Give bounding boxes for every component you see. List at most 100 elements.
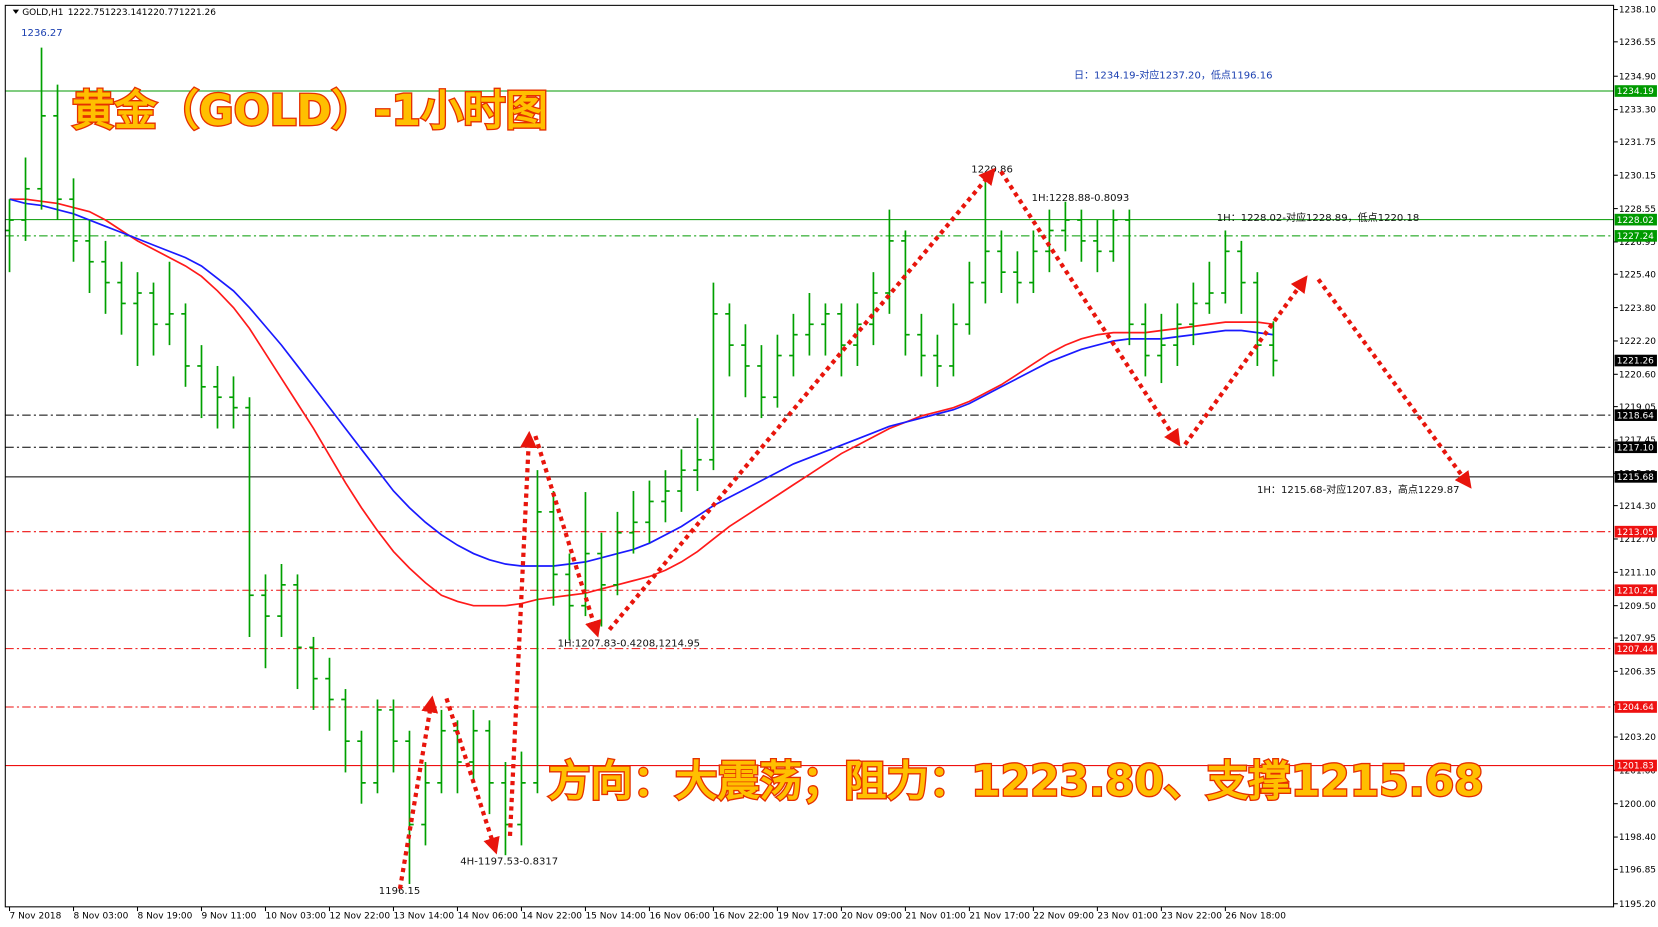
y-tick-label: 1209.50 — [1619, 602, 1656, 612]
price-bar — [213, 365, 222, 429]
y-tick-label: 1226.95 — [1619, 238, 1656, 248]
price-bar — [21, 157, 30, 241]
price-bar — [773, 334, 782, 408]
level-label: 1201.83 — [1617, 762, 1654, 772]
y-tick-label: 1201.60 — [1619, 767, 1656, 777]
price-bar — [1013, 251, 1022, 304]
price-bar — [1029, 230, 1038, 294]
annotation: 1H:1228.88-0.8093 — [1032, 193, 1130, 204]
price-bar — [933, 334, 942, 387]
price-bar — [37, 47, 46, 210]
level-label-box — [1614, 759, 1657, 772]
price-bar — [1077, 209, 1086, 262]
x-tick-label: 9 Nov 11:00 — [201, 911, 256, 921]
y-tick-label: 1206.35 — [1619, 668, 1656, 678]
y-tick-label: 1236.55 — [1619, 38, 1656, 48]
price-bar — [389, 699, 398, 773]
header-close: 1221.26 — [179, 8, 216, 18]
price-bar — [181, 303, 190, 387]
y-tick-label: 1228.55 — [1619, 205, 1656, 215]
price-bar — [1157, 313, 1166, 384]
level-label: 1215.68 — [1617, 473, 1654, 483]
price-bar — [677, 449, 686, 512]
price-bar — [133, 272, 142, 366]
arrow — [607, 167, 996, 631]
x-tick-label: 10 Nov 03:00 — [265, 911, 326, 921]
x-tick-label: 26 Nov 18:00 — [1225, 911, 1286, 921]
header-low: 1220.77 — [142, 8, 179, 18]
symbol-menu-icon[interactable] — [12, 9, 20, 14]
level-label-box — [1614, 230, 1657, 242]
y-tick-label: 1233.30 — [1619, 106, 1656, 116]
plot-frame — [4, 4, 1615, 908]
price-bar — [565, 553, 574, 641]
level-label: 1207.44 — [1617, 645, 1654, 655]
y-tick-label: 1234.90 — [1619, 72, 1656, 82]
price-bar — [245, 397, 254, 637]
x-tick-label: 12 Nov 22:00 — [329, 911, 390, 921]
price-bar — [837, 303, 846, 377]
annotation: 4H-1197.53-0.8317 — [460, 857, 558, 868]
level-label-box — [1614, 525, 1657, 538]
y-tick-label: 1231.75 — [1619, 138, 1656, 148]
annotation: 1236.27 — [21, 28, 63, 39]
price-bar — [1253, 272, 1262, 366]
y-tick-label: 1222.20 — [1619, 337, 1656, 347]
price-bar — [437, 709, 446, 794]
level-label-box — [1614, 701, 1657, 713]
y-tick-label: 1223.80 — [1619, 304, 1656, 314]
y-tick-label: 1217.45 — [1619, 436, 1656, 446]
y-tick-label: 1207.95 — [1619, 634, 1656, 644]
price-bar — [229, 376, 238, 429]
level-label: 1234.19 — [1617, 87, 1654, 97]
x-tick-label: 23 Nov 01:00 — [1097, 911, 1158, 921]
price-bar — [1173, 303, 1182, 366]
y-tick-label: 1238.10 — [1619, 6, 1656, 16]
arrows — [397, 167, 1472, 890]
x-tick-label: 14 Nov 06:00 — [457, 911, 518, 921]
level-label: 1210.24 — [1617, 586, 1654, 596]
price-bar — [165, 261, 174, 346]
price-bar — [517, 751, 526, 846]
price-bar — [325, 657, 334, 731]
y-tick-label: 1195.20 — [1619, 900, 1656, 910]
price-bar — [421, 762, 430, 846]
arrow — [533, 435, 602, 638]
price-bar — [341, 689, 350, 773]
price-bar — [1093, 220, 1102, 273]
price-bar — [805, 293, 814, 356]
x-tick-label: 21 Nov 01:00 — [905, 911, 966, 921]
price-bar — [309, 636, 318, 710]
x-tick-label: 14 Nov 22:00 — [521, 911, 582, 921]
symbol: GOLD,H1 — [22, 8, 63, 18]
price-bar — [1269, 321, 1278, 377]
y-tick-label: 1211.10 — [1619, 568, 1656, 578]
price-bar — [901, 230, 910, 356]
price-bar — [469, 709, 478, 783]
level-label: 1228.02 — [1617, 216, 1654, 226]
moving-average — [9, 198, 1274, 607]
price-bar — [373, 699, 382, 794]
price-bar — [485, 720, 494, 815]
x-tick-label: 8 Nov 19:00 — [138, 911, 193, 921]
price-bar — [549, 491, 558, 606]
price-bar — [709, 282, 718, 471]
x-tick-label: 7 Nov 2018 — [10, 911, 62, 921]
price-bar — [117, 261, 126, 335]
arrow — [999, 170, 1181, 447]
x-tick-label: 23 Nov 22:00 — [1161, 911, 1222, 921]
price-bar — [357, 730, 366, 804]
level-label-box — [1614, 441, 1657, 454]
y-tick-label: 1225.40 — [1619, 270, 1656, 280]
current-price-box — [1614, 354, 1657, 367]
x-tick-label: 21 Nov 17:00 — [969, 911, 1030, 921]
level-label-box — [1614, 584, 1657, 597]
x-tick-label: 20 Nov 09:00 — [841, 911, 902, 921]
price-bar — [581, 492, 590, 617]
level-label-box — [1614, 213, 1657, 226]
annotation: 1H：1228.02-对应1228.89，低点1220.18 — [1217, 211, 1420, 224]
price-bar — [1237, 240, 1246, 314]
price-bar — [1221, 230, 1230, 304]
price-bar — [821, 303, 830, 356]
